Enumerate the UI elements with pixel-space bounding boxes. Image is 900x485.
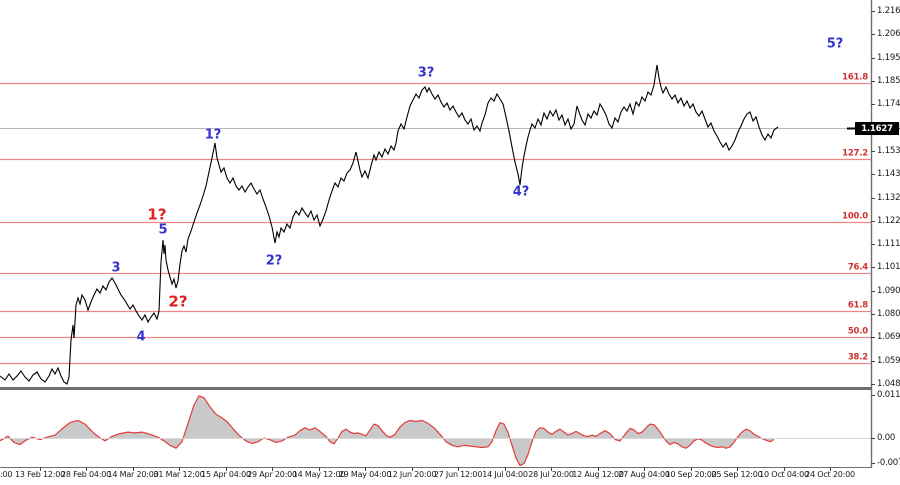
- wave-label-red: 1?: [147, 205, 167, 224]
- x-axis-tick-label: 15 Apr 04:00: [201, 470, 251, 479]
- y-axis-tick-label: 1.1115: [877, 239, 900, 249]
- fib-level-label: 161.8: [842, 72, 868, 83]
- y-axis-tick-label: 1.1850: [877, 76, 900, 86]
- wave-label-red: 2?: [168, 292, 188, 311]
- oscillator-axis-label: 0.01174: [877, 390, 900, 400]
- y-axis-tick-label: 1.0485: [877, 379, 900, 389]
- x-axis-tick-label: 14 May 12:00: [292, 470, 346, 479]
- x-axis-tick-label-partial: :00: [0, 470, 13, 479]
- x-axis-tick-label: 14 Jul 04:00: [482, 470, 528, 479]
- fib-level-lines: [0, 82, 871, 365]
- y-axis-tick-label: 1.1010: [877, 262, 900, 272]
- x-axis-tick-label: 13 Feb 12:00: [14, 470, 66, 479]
- y-axis-tick-label: 1.0695: [877, 332, 900, 342]
- y-axis-tick-label: 1.2165: [877, 6, 900, 16]
- x-axis-tick-label: 10 Oct 04:00: [759, 470, 809, 479]
- fib-level-label: 76.4: [847, 262, 868, 273]
- x-axis-tick-label: 31 Mar 12:00: [153, 470, 205, 479]
- fib-level-label: 61.8: [847, 300, 868, 311]
- y-axis-tick-label: 1.2060: [877, 29, 900, 39]
- wave-label-blue: 3: [111, 260, 121, 276]
- x-axis-tick-label: 10 Sep 20:00: [665, 470, 717, 479]
- y-axis-tick-label: 1.1955: [877, 53, 900, 63]
- axis-frame: [0, 0, 875, 471]
- x-axis-tick-label: 28 Feb 04:00: [60, 470, 112, 479]
- fib-level-label: 100.0: [842, 211, 868, 222]
- fib-level-label: 38.2: [847, 352, 868, 363]
- wave-label-blue: 1?: [204, 127, 222, 143]
- x-axis-tick-label: 27 Jun 12:00: [433, 470, 483, 479]
- wave-label-blue: 4: [136, 329, 146, 345]
- y-axis-tick-label: 1.1220: [877, 216, 900, 226]
- x-axis-tick-label: 12 Jun 20:00: [387, 470, 437, 479]
- y-axis-tick-label: 1.0800: [877, 309, 900, 319]
- wave-label-blue: 4?: [512, 184, 530, 200]
- x-axis-tick-label: 28 Jul 20:00: [528, 470, 574, 479]
- y-axis-tick-label: 1.0590: [877, 356, 900, 366]
- wave-label-blue: 5?: [826, 36, 844, 52]
- x-axis-tick-label: 12 Aug 12:00: [572, 470, 624, 479]
- y-axis-tick-label: 1.1430: [877, 169, 900, 179]
- y-axis-tick-label: 1.1535: [877, 146, 900, 156]
- x-axis-tick-label: 25 Sep 12:00: [711, 470, 763, 479]
- oscillator-area: [0, 395, 871, 466]
- fib-level-label: 50.0: [847, 326, 868, 337]
- wave-label-blue: 2?: [265, 253, 283, 269]
- wave-label-blue: 3?: [417, 65, 435, 81]
- x-axis-tick-label: 29 May 04:00: [338, 470, 392, 479]
- oscillator-axis-label: 0.00: [877, 433, 896, 443]
- oscillator-axis-label: -0.00759: [877, 458, 900, 468]
- x-axis-tick-label: 29 Apr 20:00: [247, 470, 297, 479]
- wave-label-blue: 5: [158, 222, 168, 238]
- y-axis-tick-label: 1.1325: [877, 193, 900, 203]
- current-price-badge: 1.1627: [855, 122, 899, 135]
- current-price-value: 1.1627: [861, 123, 893, 134]
- price-series-line: [0, 64, 779, 385]
- x-axis-tick-label: 24 Oct 20:00: [805, 470, 855, 479]
- x-axis-tick-label: 14 Mar 20:00: [107, 470, 159, 479]
- y-axis-tick-label: 1.1745: [877, 99, 900, 109]
- fib-level-label: 127.2: [842, 148, 868, 159]
- y-axis-tick-label: 1.0905: [877, 286, 900, 296]
- x-axis-tick-label: 27 Aug 04:00: [618, 470, 670, 479]
